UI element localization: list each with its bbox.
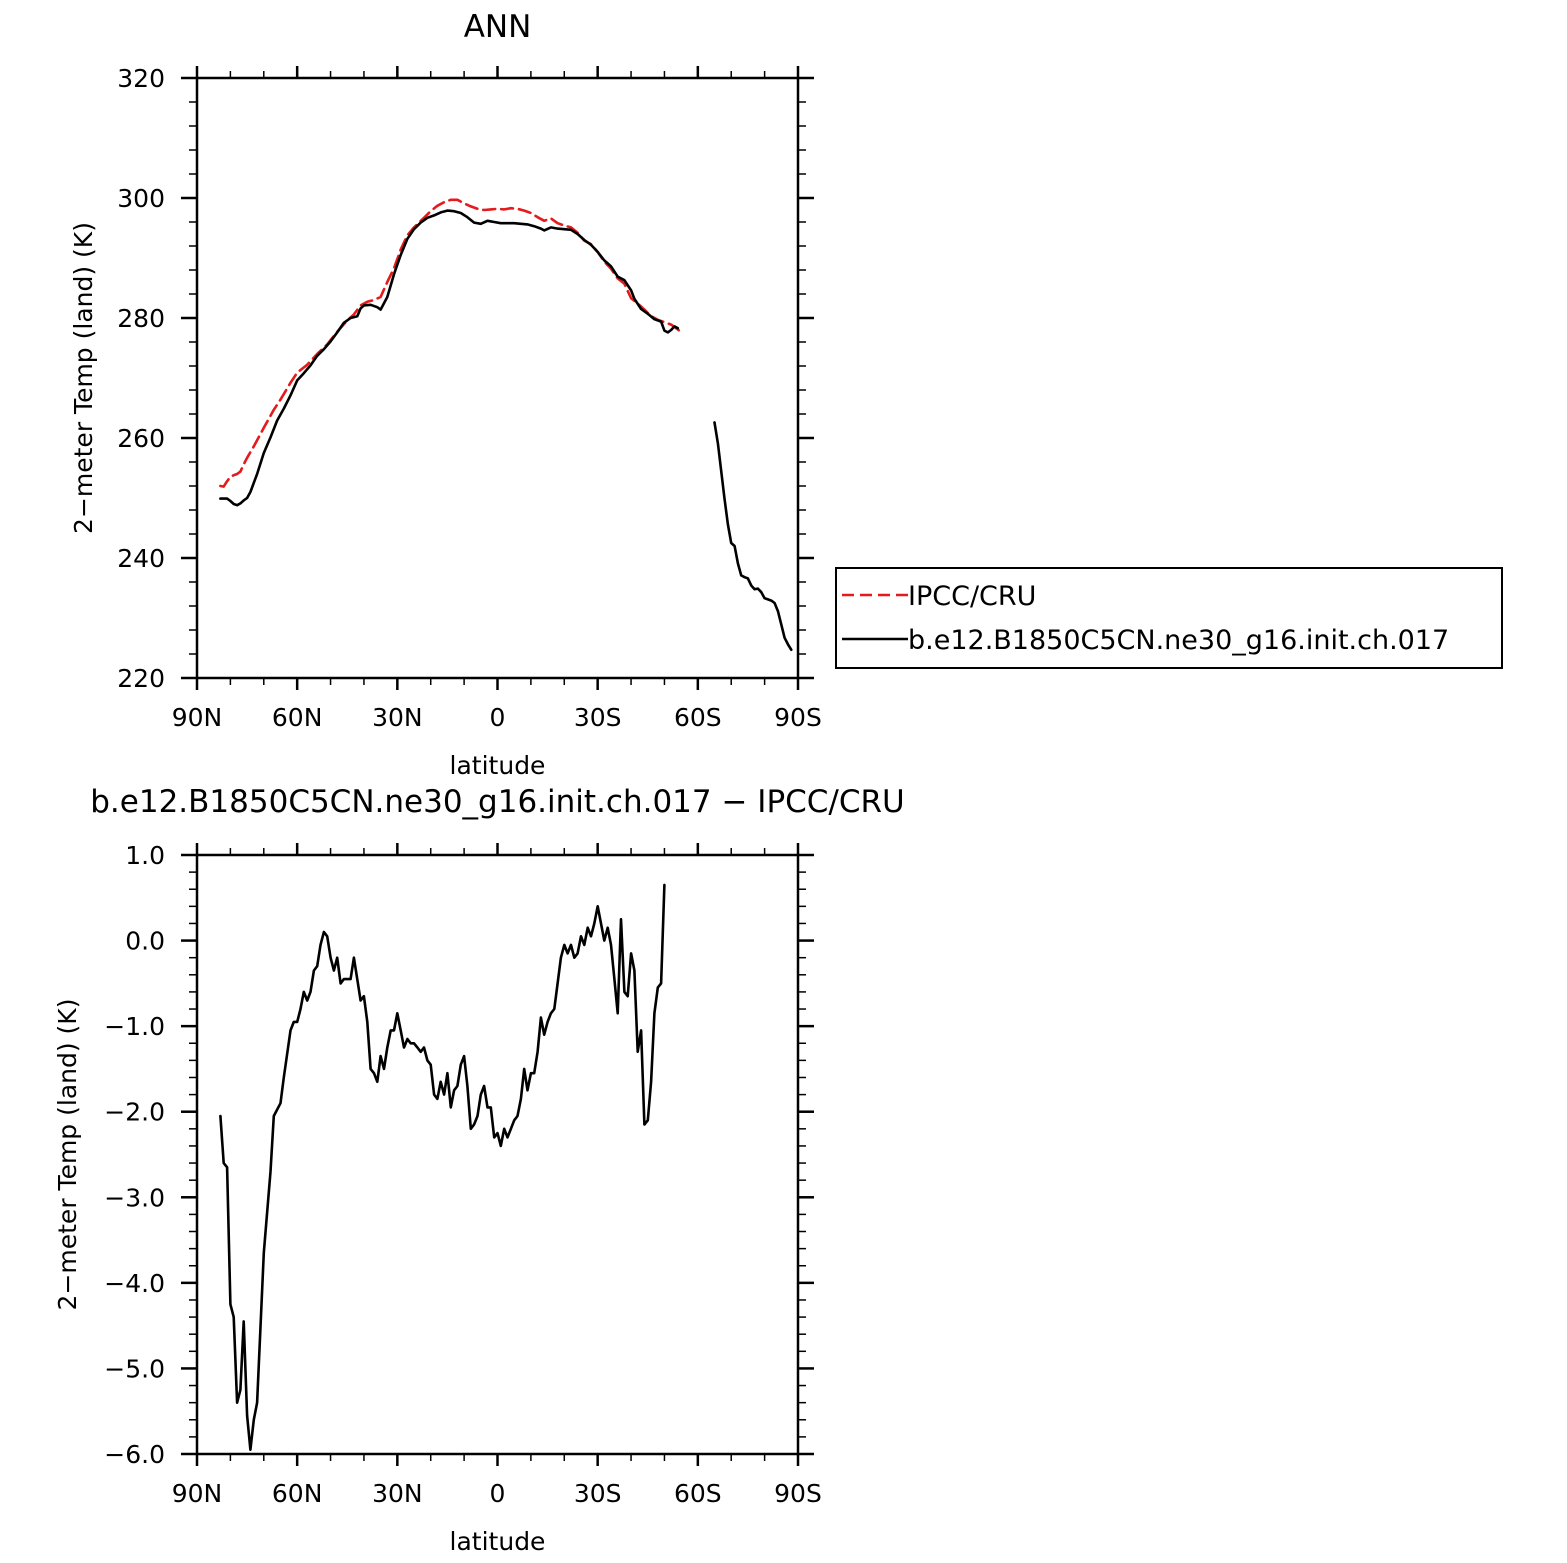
y-tick-label: 320 <box>117 64 165 93</box>
y-tick-label: 1.0 <box>125 841 165 870</box>
y-tick-label: 260 <box>117 424 165 453</box>
y-axis-label: 2−meter Temp (land) (K) <box>69 222 98 534</box>
chart-title: ANN <box>464 9 532 45</box>
x-axis-label: latitude <box>450 1527 546 1556</box>
y-tick-label: −3.0 <box>104 1183 165 1212</box>
x-tick-label: 30S <box>574 703 622 732</box>
y-tick-label: −2.0 <box>104 1098 165 1127</box>
top-chart-panel: ANN 90N 60N 30N 0 30S 60S 90S latitude 220 240 260 2… <box>69 9 1503 780</box>
y-tick-label: 240 <box>117 544 165 573</box>
x-axis-label: latitude <box>450 751 546 780</box>
y-tick-label: 280 <box>117 304 165 333</box>
y-tick-label: −6.0 <box>104 1440 165 1469</box>
x-tick-label: 90S <box>774 703 822 732</box>
series-line-model <box>713 421 793 652</box>
x-tick-label: 60N <box>272 1479 323 1508</box>
x-tick-label: 30N <box>372 1479 423 1508</box>
x-tick-label: 30S <box>574 1479 622 1508</box>
y-tick-label: −1.0 <box>104 1012 165 1041</box>
chart-title: b.e12.B1850C5CN.ne30_g16.init.ch.017 − I… <box>90 784 905 820</box>
series-line-difference <box>219 883 666 1451</box>
x-tick-label: 90N <box>172 1479 223 1508</box>
x-tick-label: 0 <box>490 703 506 732</box>
x-tick-label: 90S <box>774 1479 822 1508</box>
legend-box <box>835 567 1503 669</box>
x-tick-label: 90N <box>172 703 223 732</box>
y-tick-label: −5.0 <box>104 1354 165 1383</box>
y-axis-label: 2−meter Temp (land) (K) <box>53 999 82 1311</box>
x-tick-label: 0 <box>490 1479 506 1508</box>
y-tick-label: 300 <box>117 184 165 213</box>
plot-frame <box>195 76 800 680</box>
x-tick-label: 60N <box>272 703 323 732</box>
x-tick-label: 60S <box>674 703 722 732</box>
x-tick-label: 60S <box>674 1479 722 1508</box>
legend-label: b.e12.B1850C5CN.ne30_g16.init.ch.017 <box>908 625 1449 656</box>
y-tick-label: 0.0 <box>125 927 165 956</box>
series-line-ipcc-cru <box>219 198 683 488</box>
y-tick-label: 220 <box>117 664 165 693</box>
series-line-model <box>219 209 680 507</box>
plot-frame <box>195 853 800 1456</box>
legend-label: IPCC/CRU <box>908 581 1036 612</box>
x-tick-label: 30N <box>372 703 423 732</box>
y-tick-label: −4.0 <box>104 1269 165 1298</box>
bottom-chart-panel: b.e12.B1850C5CN.ne30_g16.init.ch.017 − I… <box>53 784 905 1556</box>
